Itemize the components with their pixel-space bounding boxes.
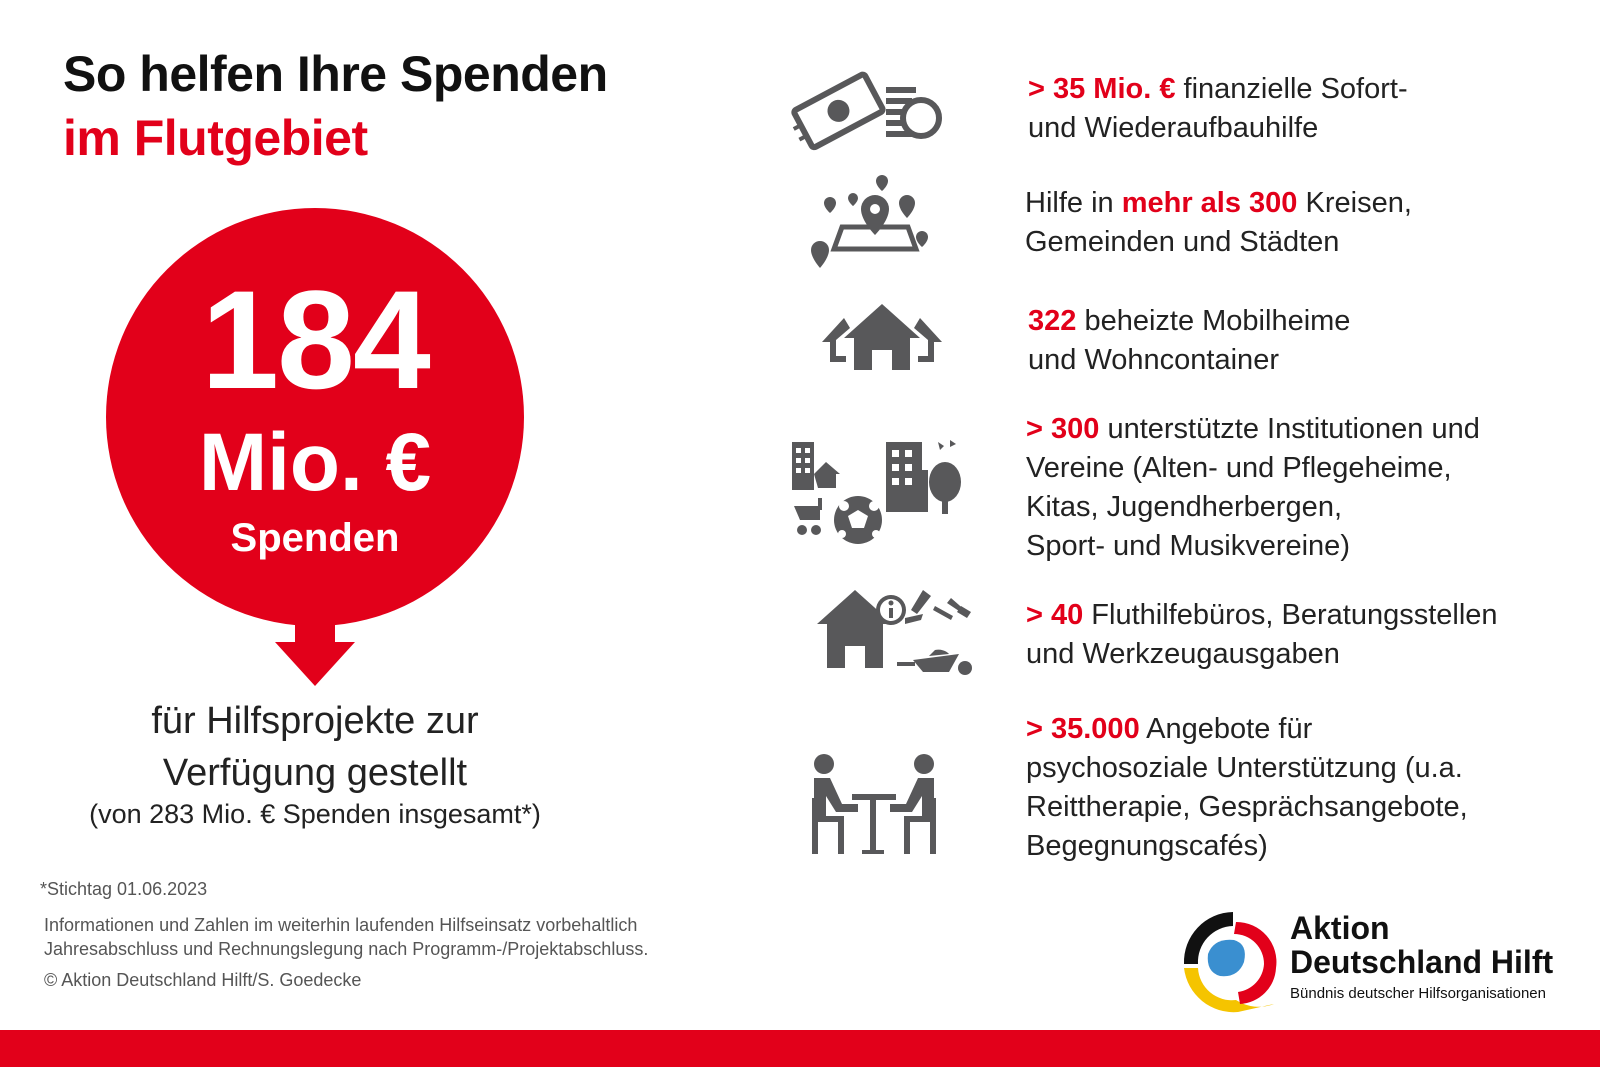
logo-tagline: Bündnis deutscher Hilfsorganisationen: [1290, 985, 1546, 1002]
item-institutions: > 300 unterstützte Institutionen und Ver…: [1026, 413, 1480, 562]
aktion-deutschland-hilft-logo: [1183, 912, 1277, 1013]
item-mobile-homes: 322 beheizte Mobilheime und Wohncontaine…: [1028, 305, 1351, 376]
donation-amount: 184: [201, 261, 431, 418]
title-line-1: So helfen Ihre Spenden: [63, 46, 608, 102]
subtitle-line-1: für Hilfsprojekte zur: [151, 700, 479, 742]
item-districts: Hilfe in mehr als 300 Kreisen, Gemeinden…: [1025, 187, 1412, 258]
title-line-2: im Flutgebiet: [63, 110, 368, 166]
item-highlight: > 300: [1026, 413, 1100, 445]
institutions-icon: [792, 440, 961, 544]
item-highlight: > 40: [1026, 599, 1084, 631]
item-highlight: 322: [1028, 305, 1077, 337]
disclaimer-line-1: Informationen und Zahlen im weiterhin la…: [44, 915, 638, 935]
donation-unit: Mio. €: [198, 417, 432, 508]
bottom-bar: [0, 1030, 1600, 1067]
money-icon: [791, 71, 942, 151]
logo-text-line-2: Deutschland Hilft: [1290, 944, 1554, 980]
stichtag-note: *Stichtag 01.06.2023: [40, 879, 208, 899]
map-pins-icon: [811, 175, 928, 268]
donation-subtitle: für Hilfsprojekte zur Verfügung gestellt: [40, 695, 590, 799]
page-title: So helfen Ihre Spenden im Flutgebiet: [63, 42, 608, 170]
down-arrow-head: [275, 642, 355, 686]
item-highlight: > 35 Mio. €: [1028, 73, 1176, 105]
donation-label: Spenden: [230, 516, 400, 560]
down-arrow-icon: [295, 600, 335, 645]
item-psychosocial: > 35.000 Angebote für psychosoziale Unte…: [1026, 713, 1468, 862]
donation-bubble: [106, 208, 524, 626]
disclaimer: Informationen und Zahlen im weiterhin la…: [44, 913, 648, 961]
logo-text-line-1: Aktion: [1290, 910, 1390, 946]
item-highlight: > 35.000: [1026, 713, 1140, 745]
subtitle-line-2: Verfügung gestellt: [162, 752, 468, 794]
houses-icon: [822, 304, 942, 370]
item-highlight: mehr als 300: [1121, 187, 1298, 219]
counseling-icon: [812, 754, 936, 854]
donation-total-note: (von 283 Mio. € Spenden insgesamt*): [89, 799, 541, 829]
item-offices: > 40 Fluthilfebüros, Beratungsstellen un…: [1026, 599, 1498, 670]
disclaimer-line-2: Jahresabschluss und Rechnungslegung nach…: [44, 939, 649, 959]
item-financial-aid: > 35 Mio. € finanzielle Sofort- und Wied…: [1028, 73, 1408, 144]
copyright: © Aktion Deutschland Hilft/S. Goedecke: [44, 970, 362, 990]
tools-office-icon: [817, 590, 972, 675]
